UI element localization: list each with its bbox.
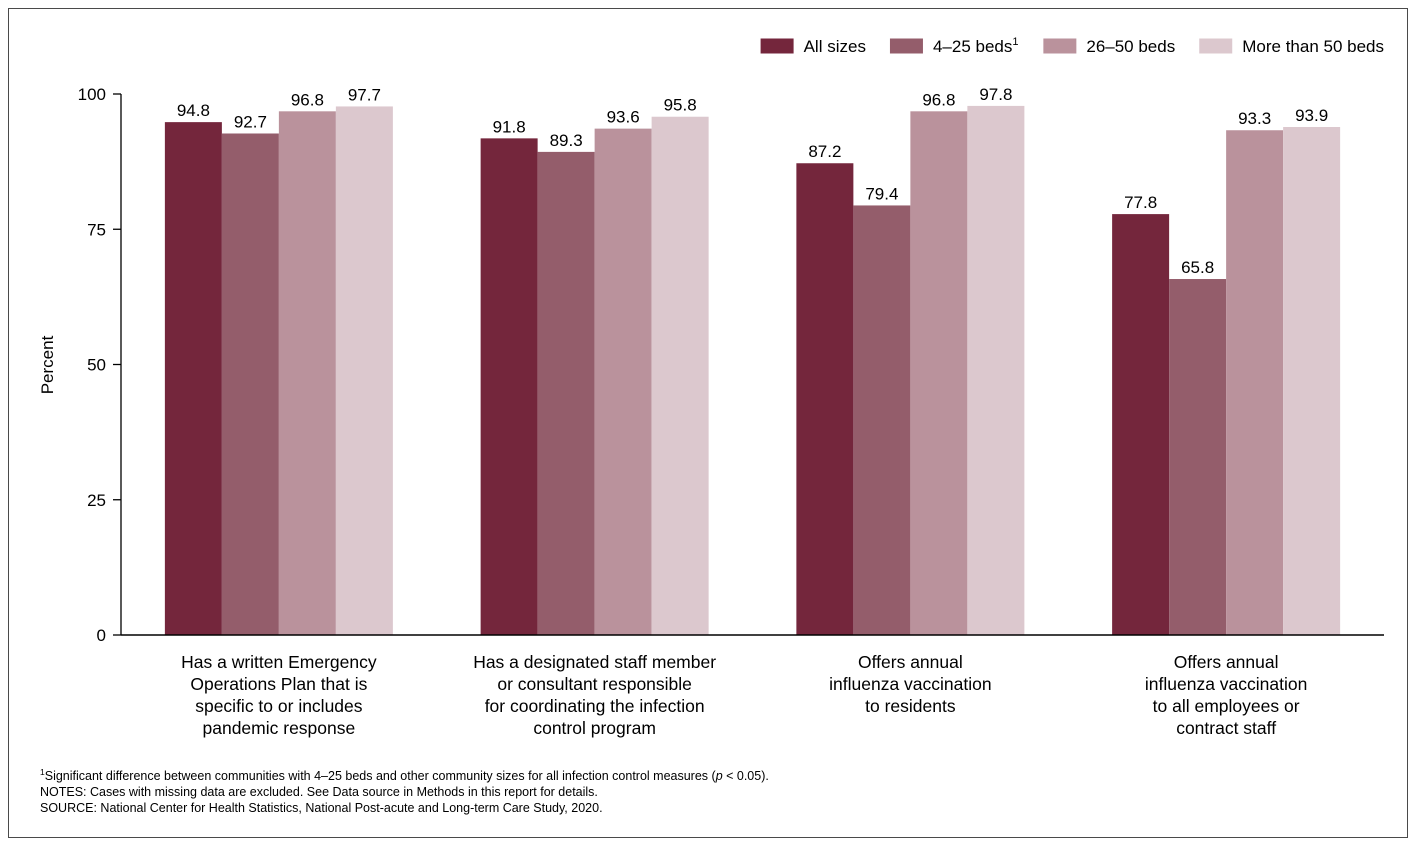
legend-swatch <box>760 38 794 54</box>
legend-label-text: 26–50 beds <box>1086 37 1175 56</box>
notes-text: NOTES: Cases with missing data are exclu… <box>40 785 598 799</box>
x-axis: Has a written Emergency Operations Plan t… <box>121 634 1384 738</box>
legend-label-text: 4–25 beds <box>933 37 1012 56</box>
data-label: 79.4 <box>865 184 898 203</box>
legend-label: All sizes <box>804 37 866 56</box>
x-category-label-line: to all employees or <box>1153 696 1300 716</box>
x-category-label: Offers annual influenza vaccination to res… <box>829 652 991 716</box>
y-tick-label: 25 <box>87 491 106 510</box>
bar <box>164 122 222 635</box>
y-tick-label: 0 <box>97 626 106 645</box>
x-category-label-line: specific to or includes <box>195 696 363 716</box>
data-label: 95.8 <box>664 96 697 115</box>
footnote-text-pre: Significant difference between communiti… <box>44 769 716 783</box>
data-label: 93.6 <box>607 108 640 127</box>
footnote-marker: 1 <box>40 766 45 777</box>
data-label: 65.8 <box>1181 258 1214 277</box>
bar <box>796 163 854 636</box>
x-category-label-line: pandemic response <box>203 718 356 738</box>
footnote-text-post: < 0.05). <box>722 769 769 783</box>
x-category-label-line: Has a written Emergency <box>181 652 377 672</box>
y-axis-title: Percent <box>38 335 57 394</box>
bar <box>1226 130 1284 635</box>
x-category-label-line: Has a designated staff member <box>473 652 716 672</box>
x-category-label: Has a designated staff member or consulta… <box>473 652 716 738</box>
legend-label: 26–50 beds <box>1086 37 1175 56</box>
legend-swatch <box>889 38 923 54</box>
bar <box>278 111 336 635</box>
footnote: 1Significant difference between communit… <box>40 768 769 784</box>
data-label: 94.8 <box>177 101 210 120</box>
x-category-label-line: Offers annual <box>858 652 963 672</box>
bar <box>221 133 279 636</box>
legend-label: 4–25 beds1 <box>933 36 1019 56</box>
y-tick-label: 100 <box>78 85 106 104</box>
data-label: 97.8 <box>979 85 1012 104</box>
x-category-label-line: influenza vaccination <box>829 674 991 694</box>
data-label: 96.8 <box>291 90 324 109</box>
legend-label-text: More than 50 beds <box>1242 37 1384 56</box>
x-category-label-line: control program <box>533 718 656 738</box>
x-category-label-line: for coordinating the infection <box>485 696 705 716</box>
legend: All sizes 4–25 beds1 26–50 beds More than 5… <box>760 36 1384 56</box>
legend-label-superscript: 1 <box>1012 36 1018 48</box>
data-label: 89.3 <box>550 131 583 150</box>
bar <box>651 116 709 636</box>
x-category-label: Has a written Emergency Operations Plan t… <box>181 652 377 738</box>
legend-label-text: All sizes <box>804 37 866 56</box>
data-label: 87.2 <box>808 142 841 161</box>
data-label: 77.8 <box>1124 193 1157 212</box>
x-category-label-line: influenza vaccination <box>1145 674 1307 694</box>
y-axis: 0 25 50 75 100 Percent <box>38 85 122 645</box>
data-label: 91.8 <box>493 117 526 136</box>
legend-swatch <box>1199 38 1233 54</box>
bar <box>594 128 652 635</box>
y-tick-label: 50 <box>87 356 106 375</box>
x-category-label-line: Offers annual <box>1174 652 1279 672</box>
data-label: 93.3 <box>1238 109 1271 128</box>
bar <box>537 151 595 635</box>
bar <box>1112 214 1170 636</box>
x-category-label-line: Operations Plan that is <box>190 674 367 694</box>
y-tick-label: 75 <box>87 220 106 239</box>
legend-swatch <box>1043 38 1077 54</box>
footnote-p: p <box>715 769 723 783</box>
bar <box>1283 127 1341 635</box>
data-label: 93.9 <box>1295 106 1328 125</box>
legend-label: More than 50 beds <box>1242 37 1384 56</box>
notes: 1Significant difference between communit… <box>40 768 769 816</box>
bar <box>480 138 538 635</box>
x-category-label-line: or consultant responsible <box>497 674 692 694</box>
bar <box>967 105 1025 636</box>
x-category-label-line: to residents <box>865 696 956 716</box>
bar <box>335 106 393 636</box>
x-category-label-line: contract staff <box>1176 718 1276 738</box>
data-label: 92.7 <box>234 112 267 131</box>
data-label: 97.7 <box>348 85 381 104</box>
figure-frame <box>8 8 1408 838</box>
data-label: 96.8 <box>922 90 955 109</box>
bars: 94.8 92.7 96.8 97.7 91.8 89.3 93.6 95.8 87.2 79.4… <box>164 85 1341 636</box>
source-text: SOURCE: National Center for Health Stati… <box>40 801 603 815</box>
bar-chart: All sizes 4–25 beds1 26–50 beds More than 5… <box>38 36 1384 738</box>
bar <box>1169 279 1227 635</box>
bar <box>853 205 911 636</box>
x-category-label: Offers annual influenza vaccination to all… <box>1145 652 1307 738</box>
bar <box>910 111 968 635</box>
